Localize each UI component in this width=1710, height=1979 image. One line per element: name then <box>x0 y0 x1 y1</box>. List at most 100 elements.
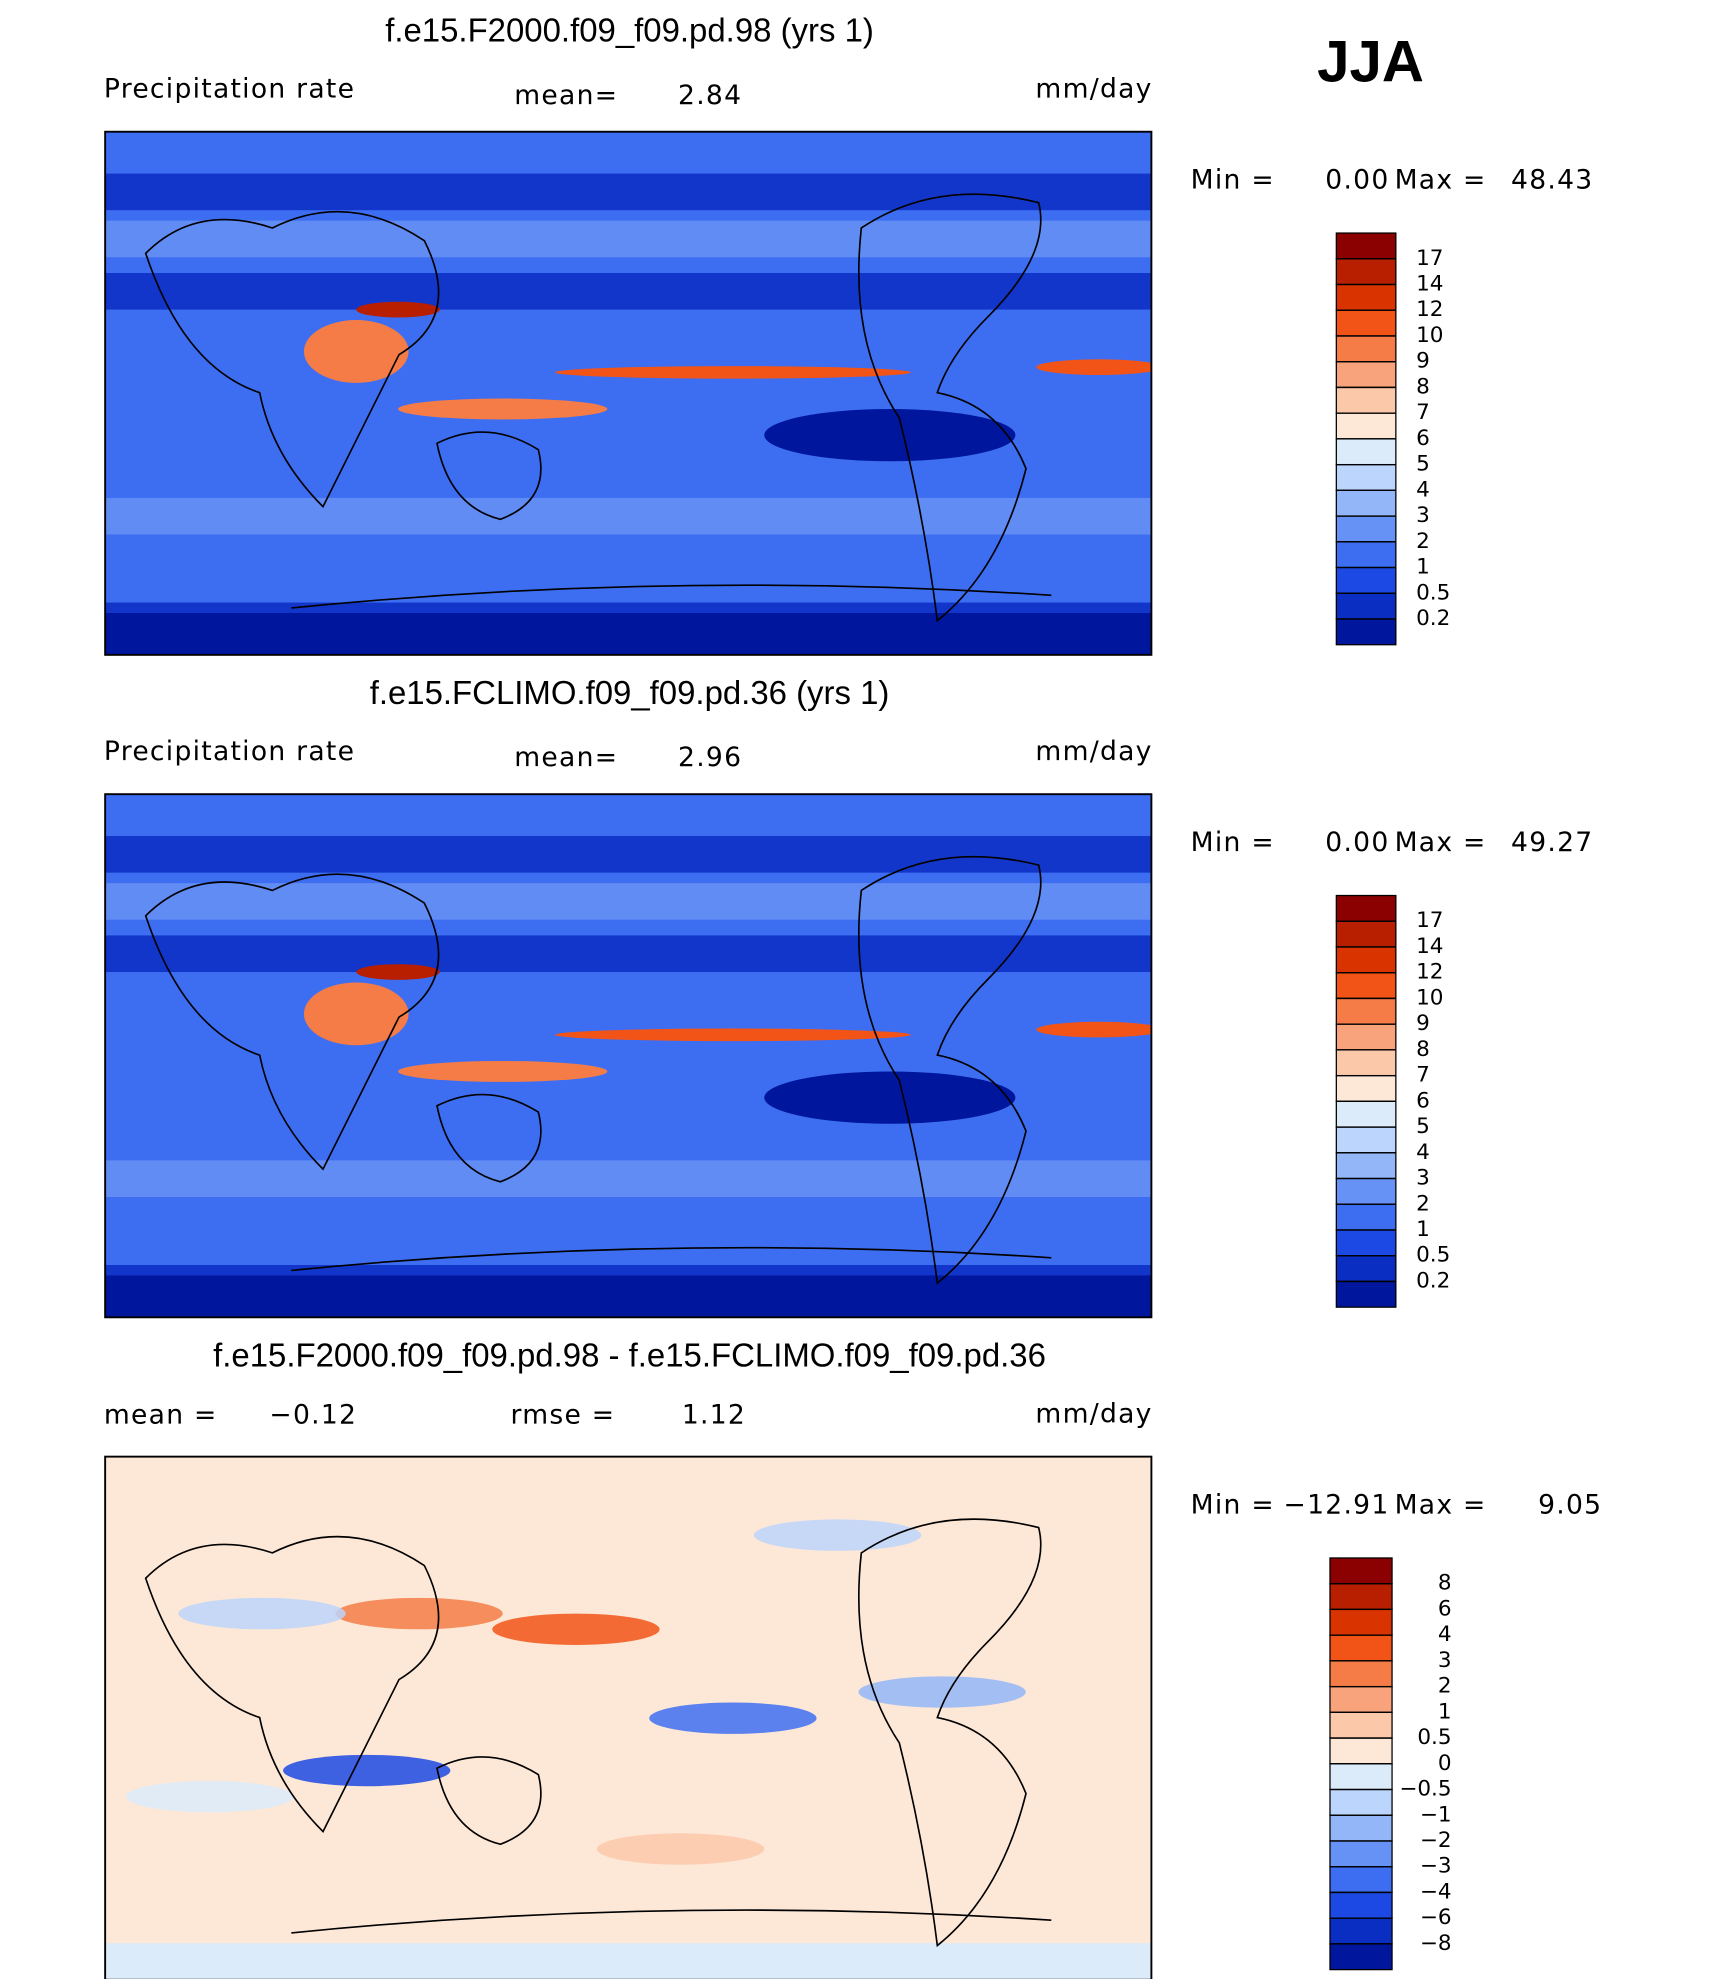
stat-label: mean= <box>514 742 618 773</box>
map-band <box>105 883 1152 920</box>
colorbar-box <box>1335 972 1397 1000</box>
stat-value: 2.96 <box>678 742 742 773</box>
colorbar-box <box>1335 438 1397 466</box>
colorbar-box <box>1335 361 1397 389</box>
map-band <box>105 1160 1152 1197</box>
anomaly <box>283 1754 451 1787</box>
anomaly <box>858 1676 1026 1708</box>
panel-title: f.e15.F2000.f09_f09.pd.98 (yrs 1) <box>385 12 874 49</box>
coastline <box>144 855 1052 1285</box>
colorbar-box <box>1335 1280 1397 1308</box>
panel-title: f.e15.F2000.f09_f09.pd.98 - f.e15.FCLIMO… <box>213 1337 1046 1374</box>
anomaly <box>596 1833 765 1865</box>
panel: f.e15.FCLIMO.f09_f09.pd.36 (yrs 1) Precip… <box>104 674 1593 1319</box>
colorbar-box <box>1335 1126 1397 1154</box>
map-band <box>105 272 1152 310</box>
map-band <box>105 1202 1152 1239</box>
colorbar-box <box>1329 1660 1393 1688</box>
warm-pool <box>398 398 608 420</box>
colorbar-box <box>1329 1557 1393 1585</box>
colorbar-box <box>1335 1177 1397 1205</box>
colorbar-box <box>1335 1049 1397 1077</box>
colorbar-label: 2 <box>1438 1674 1452 1699</box>
colorbar-box <box>1329 1583 1393 1611</box>
colorbar-label: 4 <box>1416 1140 1430 1165</box>
map-frame <box>104 130 1153 656</box>
colorbar-box <box>1335 386 1397 414</box>
min-label: Min = <box>1191 165 1275 196</box>
units-label: mm/day <box>1035 1398 1152 1429</box>
monsoon <box>303 982 409 1046</box>
colorbar-box <box>1335 894 1397 922</box>
colorbar-label: −6 <box>1420 1905 1452 1930</box>
colorbar-label: 9 <box>1416 349 1430 374</box>
colorbar-label: 0.2 <box>1416 606 1450 631</box>
colorbar-box <box>1335 920 1397 948</box>
colorbar-box <box>1329 1634 1393 1662</box>
colorbar-box <box>1329 1685 1393 1713</box>
season-label: JJA <box>1317 29 1424 94</box>
colorbar-box <box>1335 1229 1397 1257</box>
colorbar-box <box>1335 618 1397 646</box>
colorbar-box <box>1329 1866 1393 1894</box>
itcz <box>1036 1021 1152 1038</box>
colorbar-box <box>1335 489 1397 517</box>
colorbar-label: 3 <box>1438 1648 1452 1673</box>
colorbar-box <box>1329 1737 1393 1765</box>
colorbar-label: 12 <box>1416 960 1443 985</box>
map-background <box>105 1456 1152 1979</box>
colorbar-label: 0 <box>1438 1751 1452 1776</box>
colorbar-label: 1 <box>1416 1217 1430 1242</box>
itcz <box>555 1028 911 1042</box>
colorbar-box <box>1329 1891 1393 1919</box>
colorbar-label: 17 <box>1416 908 1443 933</box>
colorbar-label: 2 <box>1416 529 1430 554</box>
panel: f.e15.F2000.f09_f09.pd.98 (yrs 1) Precipi… <box>104 12 1593 656</box>
colorbar-label: 0.5 <box>1417 1725 1451 1750</box>
units-label: mm/day <box>1035 736 1152 767</box>
colorbar-label: 6 <box>1416 1088 1430 1113</box>
colorbar-label: −1 <box>1420 1802 1452 1827</box>
map-band <box>105 173 1152 211</box>
colorbar-box <box>1335 412 1397 440</box>
stat-label: mean = <box>104 1400 218 1431</box>
colorbar-label: 2 <box>1416 1191 1430 1216</box>
max-value: 48.43 <box>1511 165 1593 196</box>
colorbar-label: 0.5 <box>1416 580 1450 605</box>
variable-label: Precipitation rate <box>104 73 355 104</box>
stat-label: mean= <box>514 80 618 111</box>
max-label: Max = <box>1395 1490 1487 1521</box>
colorbar-label: 0.5 <box>1416 1243 1450 1268</box>
min-value: 0.00 <box>1325 165 1389 196</box>
colorbar-label: 17 <box>1416 246 1443 271</box>
map-bottom <box>105 1943 1152 1979</box>
min-value: −12.91 <box>1284 1490 1390 1521</box>
colorbar-box <box>1329 1943 1393 1971</box>
max-value: 49.27 <box>1511 827 1593 858</box>
map-band <box>105 836 1152 873</box>
monsoon <box>356 301 440 318</box>
min-label: Min = <box>1191 1490 1275 1521</box>
map-band <box>105 935 1152 973</box>
colorbar-label: 1 <box>1416 555 1430 580</box>
colorbar-label: 0.2 <box>1416 1268 1450 1293</box>
colorbar-label: −0.5 <box>1399 1777 1451 1802</box>
colorbar-label: 10 <box>1416 323 1443 348</box>
map-band <box>105 497 1152 535</box>
colorbar-label: 6 <box>1416 426 1430 451</box>
map-bottom <box>105 1275 1152 1318</box>
colorbar-label: 6 <box>1438 1596 1452 1621</box>
colorbar-label: 14 <box>1416 934 1443 959</box>
dry-zone <box>764 408 1016 462</box>
warm-pool <box>398 1060 608 1082</box>
monsoon <box>303 320 409 383</box>
colorbar-box <box>1329 1814 1393 1842</box>
colorbar-box <box>1335 335 1397 363</box>
colorbar-box <box>1329 1763 1393 1791</box>
map-frame <box>104 1455 1153 1979</box>
colorbar-label: 3 <box>1416 1166 1430 1191</box>
colorbar-box <box>1335 258 1397 286</box>
colorbar-label: 12 <box>1416 297 1443 322</box>
units-label: mm/day <box>1035 73 1152 104</box>
